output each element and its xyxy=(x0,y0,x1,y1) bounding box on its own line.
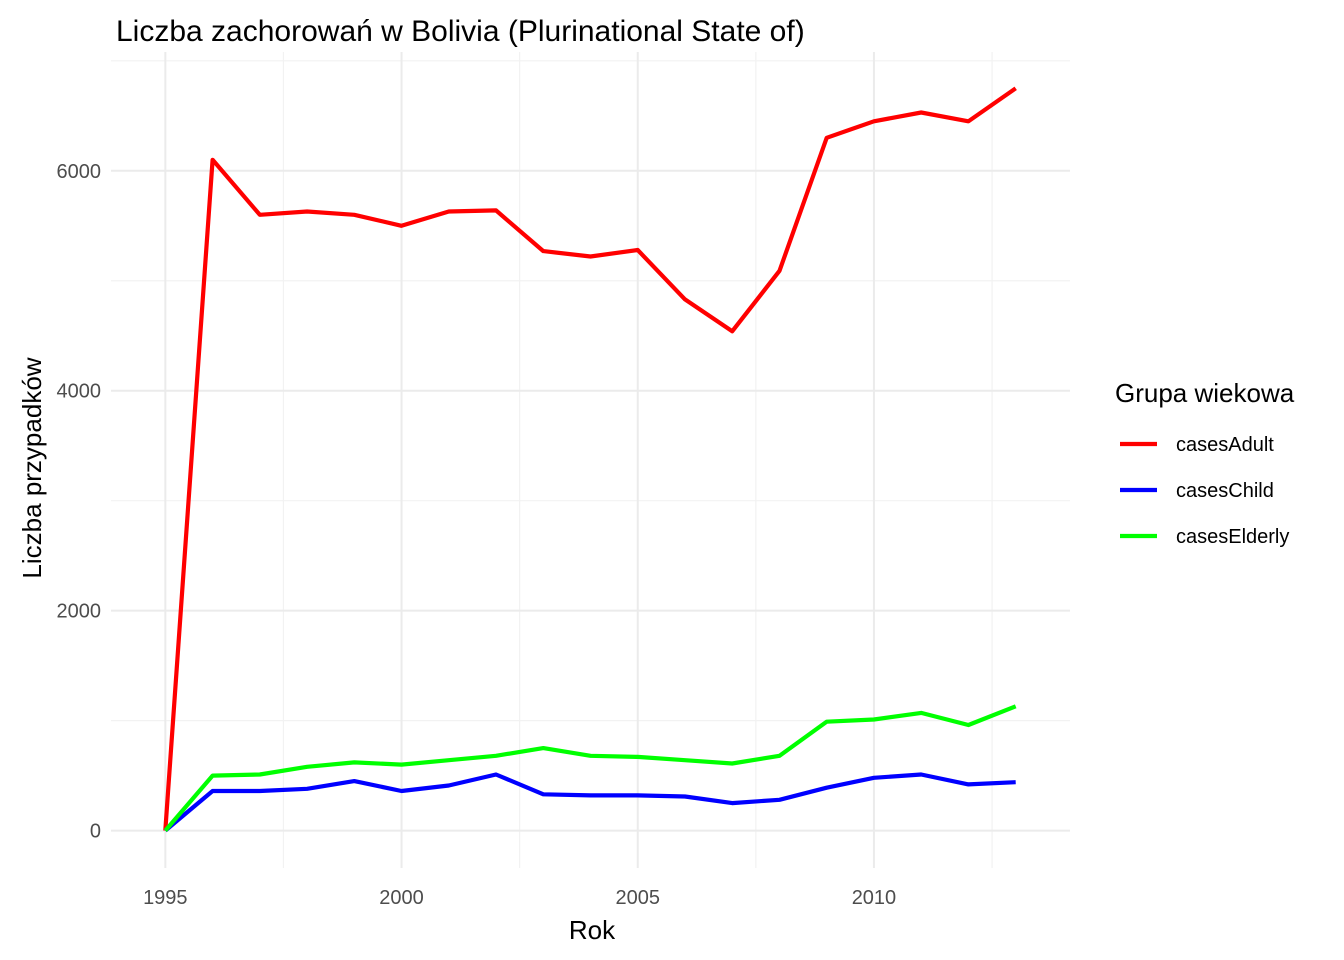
legend-title: Grupa wiekowa xyxy=(1115,378,1295,408)
y-tick-label: 4000 xyxy=(57,381,102,403)
x-tick-label: 2000 xyxy=(379,887,424,909)
grid-lines xyxy=(111,52,1070,868)
legend-label-casesElderly: casesElderly xyxy=(1176,526,1289,548)
y-tick-label: 6000 xyxy=(57,161,102,183)
y-tick-label: 0 xyxy=(90,821,101,843)
legend-label-casesChild: casesChild xyxy=(1176,480,1274,502)
series-line-casesElderly xyxy=(163,704,1017,832)
series-line-casesAdult xyxy=(163,86,1017,831)
axis-ticks: 1995 2000 2005 2010 0 2000 4000 6000 xyxy=(57,161,897,909)
x-tick-label: 2005 xyxy=(615,887,660,909)
chart-title: Liczba zachorowań w Bolivia (Plurination… xyxy=(116,15,805,48)
legend-label-casesAdult: casesAdult xyxy=(1176,434,1274,456)
y-axis-title: Liczba przypadków xyxy=(17,357,47,578)
x-axis-title: Rok xyxy=(569,915,616,945)
y-tick-label: 2000 xyxy=(57,601,102,623)
series-line-casesChild xyxy=(163,772,1016,833)
legend: Grupa wiekowa casesAdult casesChild casesE… xyxy=(1115,378,1295,548)
series-lines xyxy=(163,86,1017,833)
x-tick-label: 2010 xyxy=(852,887,897,909)
x-tick-label: 1995 xyxy=(143,887,188,909)
